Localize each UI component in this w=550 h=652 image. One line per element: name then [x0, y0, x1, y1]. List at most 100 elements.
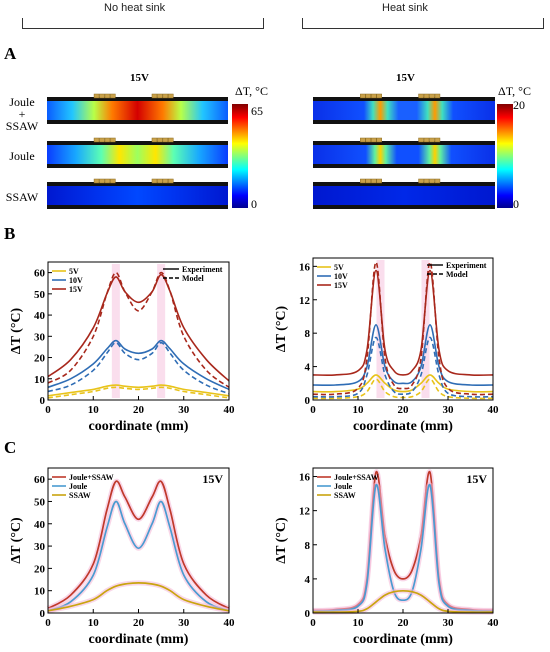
colorbar-min-right: 0	[513, 197, 519, 211]
colorbar-right	[497, 104, 513, 208]
heatmap-right-joule-electrode-1	[365, 137, 372, 143]
chart-c-left-ytick-0: 0	[40, 608, 46, 620]
chart-b-heat-sink: 0 10 20 30 40 0 4 8 12 16 coordinate (mm) ΔT (°C) 5V…	[274, 257, 500, 434]
heatmap-left-joule-ssaw-electrode-0	[93, 93, 100, 99]
heatmap-left-joule-electrode-2	[104, 137, 111, 143]
chart-b-right-legend2-label-experiment: Experiment	[446, 261, 487, 270]
chart-b-right-xlabel: coordinate (mm)	[353, 419, 453, 434]
heatmap-left-joule-ssaw-electrode-7	[168, 93, 174, 99]
heatmap-right-ssaw-electrode-4	[418, 178, 424, 184]
chart-b-left-series-10v-model	[47, 341, 230, 395]
chart-b-left-series-15v-experiment	[47, 273, 230, 382]
heatmap-left-joule-electrode-0	[93, 137, 100, 143]
heatmap-right-joule-ssaw-electrode-6	[429, 93, 435, 99]
chart-c-right-ytick-12: 12	[299, 506, 311, 518]
chart-c-left-ytick-40: 40	[34, 519, 46, 531]
chart-b-left-ytick-20: 20	[34, 353, 46, 365]
chart-b-right-xtick-20: 20	[398, 404, 410, 416]
chart-c-left-series-ssaw	[47, 582, 230, 612]
heatmap-left-ssaw-electrode-7	[168, 178, 174, 184]
chart-c-right-legend-label-joule: Joule	[334, 482, 353, 491]
heatmap-right-joule-ssaw-electrode-3	[376, 93, 382, 99]
voltage-label-left: 15V	[130, 72, 149, 84]
bracket-right	[302, 18, 544, 29]
chart-b-right-legend-label-15v: 15V	[334, 281, 348, 290]
heatmap-right-joule-ssaw-electrode-7	[434, 93, 441, 99]
chart-b-right-ytick-4: 4	[305, 362, 311, 374]
chart-c-left-ytick-30: 30	[34, 541, 46, 553]
heatmap-right-joule-ssaw-electrode-0	[360, 93, 366, 99]
heatmap-right-joule-electrode-3	[376, 137, 382, 143]
heatmap-right-ssaw	[313, 186, 495, 205]
row-label-joule-ssaw-line1: Joule	[9, 95, 35, 109]
colorbar-max-right: 20	[513, 98, 525, 112]
heatmap-left-joule-electrode-3	[110, 137, 116, 143]
chart-b-right-ytick-8: 8	[305, 328, 311, 340]
heatmap-left-joule-ssaw-electrode-3	[110, 93, 116, 99]
chart-b-left-legend-label-15v: 15V	[69, 285, 83, 294]
colorbar-max-left: 65	[251, 104, 263, 118]
heatmap-right-ssaw-electrode-0	[360, 178, 366, 184]
heatmap-right-joule-electrode-0	[360, 137, 366, 143]
heatmap-right-ssaw-electrode-3	[376, 178, 382, 184]
chart-c-left-xtick-10: 10	[88, 617, 100, 629]
heatmap-left-joule-electrode-5	[157, 137, 163, 143]
heatmap-left-joule-ssaw-electrode-6	[162, 93, 169, 99]
heatmap-left-ssaw-electrode-4	[151, 178, 158, 184]
heatmaps	[47, 93, 513, 209]
chart-b-right-series-5v-experiment	[312, 374, 494, 393]
heatmap-right-ssaw-electrode-7	[434, 178, 441, 184]
chart-b-right-ytick-12: 12	[299, 295, 311, 307]
chart-b-right-ytick-16: 16	[299, 261, 311, 273]
panel-label-c: C	[4, 438, 17, 457]
chart-b-right-legend-label-10v: 10V	[334, 272, 348, 281]
chart-b-left-ytick-30: 30	[34, 331, 46, 343]
header-no-heat-sink: No heat sink	[104, 2, 166, 14]
chart-b-left-xtick-20: 20	[133, 404, 145, 416]
chart-c-left-legend-label-ssaw: SSAW	[69, 491, 91, 500]
heatmap-right-ssaw-electrode-1	[365, 178, 372, 184]
chart-b-right-highlight-1	[421, 260, 430, 398]
heatmap-right-joule-ssaw-electrode-5	[423, 93, 430, 99]
chart-c-right-annotation: 15V	[466, 472, 487, 486]
chart-b-left-xtick-10: 10	[88, 404, 100, 416]
chart-b-left-ytick-10: 10	[34, 374, 46, 386]
chart-c-right-legend-label-joule-ssaw: Joule+SSAW	[334, 473, 379, 482]
panel-label-a: A	[4, 44, 17, 63]
header-heat-sink: Heat sink	[382, 2, 428, 14]
chart-b-left-series-10v-experiment	[47, 339, 230, 391]
chart-b-left-ytick-50: 50	[34, 289, 46, 301]
heatmap-left-joule-electrode-6	[162, 137, 169, 143]
chart-c-right-xlabel: coordinate (mm)	[353, 632, 453, 647]
chart-b-left-legend2-label-experiment: Experiment	[182, 265, 223, 274]
row-label-joule-ssaw: Joule + SSAW	[2, 96, 42, 132]
heatmap-right-joule-electrode-4	[418, 137, 424, 143]
chart-c-right-xtick-40: 40	[488, 617, 500, 629]
bracket-left	[22, 18, 264, 29]
row-label-joule-ssaw-line2: +	[18, 107, 26, 121]
chart-b-no-heat-sink: 0 10 20 30 40 0 10 20 30 40 50 60 coordinate (mm) ΔT …	[9, 261, 236, 434]
chart-b-right-series-15v-model	[312, 261, 494, 396]
chart-b-right-series-5v-model	[312, 378, 494, 400]
chart-b-right-xtick-10: 10	[353, 404, 365, 416]
chart-c-right-series-joule	[312, 484, 494, 613]
chart-b-left-ytick-0: 0	[40, 395, 46, 407]
heatmap-left-ssaw-electrode-1	[99, 178, 105, 184]
chart-c-left-ytick-60: 60	[34, 474, 46, 486]
chart-b-left-ytick-60: 60	[34, 268, 46, 280]
heatmap-right-joule	[313, 145, 495, 164]
chart-b-right-series-10v-model	[312, 336, 494, 398]
chart-b-right-xtick-40: 40	[488, 404, 500, 416]
chart-c-left-xtick-40: 40	[224, 617, 236, 629]
row-label-joule: Joule	[9, 149, 35, 163]
chart-c-right-ytick-16: 16	[299, 472, 311, 484]
heatmap-left-ssaw-electrode-2	[104, 178, 111, 184]
chart-c-left-ytick-50: 50	[34, 496, 46, 508]
row-label-joule-ssaw-line3: SSAW	[5, 119, 39, 133]
chart-b-left-xtick-40: 40	[224, 404, 236, 416]
chart-b-left-xtick-0: 0	[45, 404, 51, 416]
chart-c-left-annotation: 15V	[202, 472, 223, 486]
chart-c-heat-sink: 0 10 20 30 40 0 4 8 12 16 coordinate (mm) ΔT (°C) Jo…	[274, 467, 500, 647]
